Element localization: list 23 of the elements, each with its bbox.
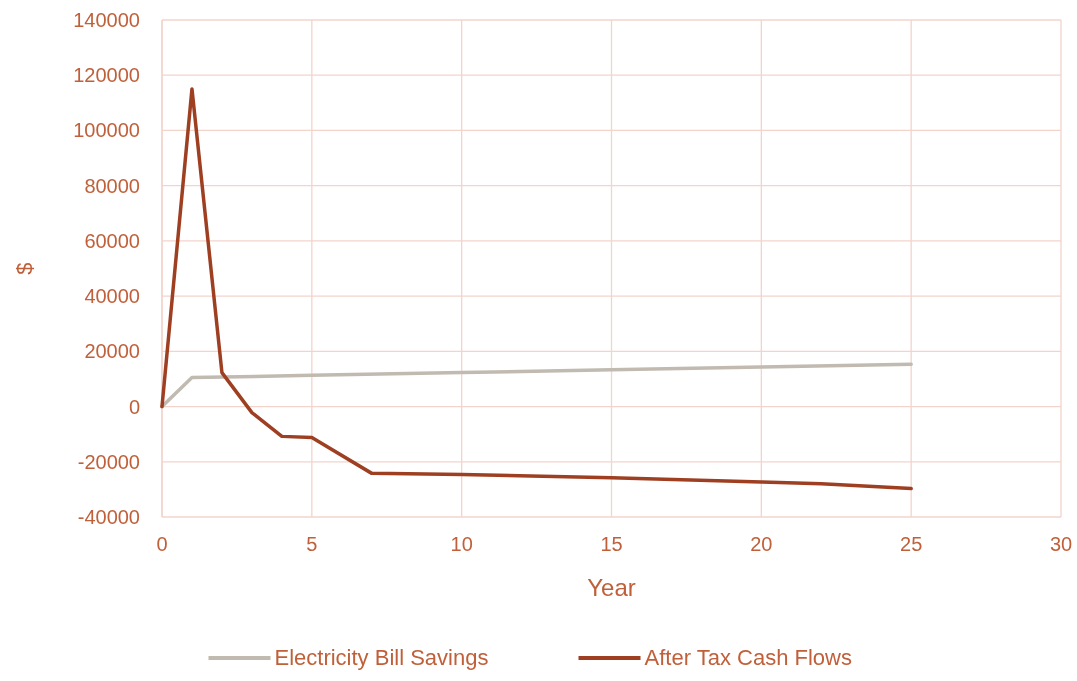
x-tick-label: 15 <box>600 533 623 555</box>
x-axis-title: Year <box>587 574 636 601</box>
y-tick-label: 60000 <box>84 229 140 252</box>
y-tick-label: 40000 <box>84 285 140 308</box>
y-tick-label: 120000 <box>73 64 140 87</box>
x-tick-label: 20 <box>750 533 773 555</box>
legend-label: After Tax Cash Flows <box>644 645 852 670</box>
x-tick-label: 5 <box>306 533 318 555</box>
y-tick-label: 140000 <box>73 9 140 31</box>
y-tick-label: 100000 <box>73 119 140 142</box>
y-axis-title: $ <box>12 262 37 275</box>
line-series <box>160 362 913 409</box>
x-tick-label: 10 <box>450 533 473 555</box>
line-series <box>160 87 913 491</box>
y-tick-label: 80000 <box>84 174 140 197</box>
x-tick-label: 25 <box>900 533 923 555</box>
y-tick-label: -20000 <box>77 450 140 473</box>
y-tick-label: -40000 <box>77 506 140 528</box>
x-tick-label: 30 <box>1049 533 1073 555</box>
y-tick-label: 20000 <box>84 340 140 363</box>
x-tick-label: 0 <box>156 533 168 555</box>
y-tick-label: 0 <box>128 395 140 418</box>
legend-label: Electricity Bill Savings <box>274 645 489 670</box>
